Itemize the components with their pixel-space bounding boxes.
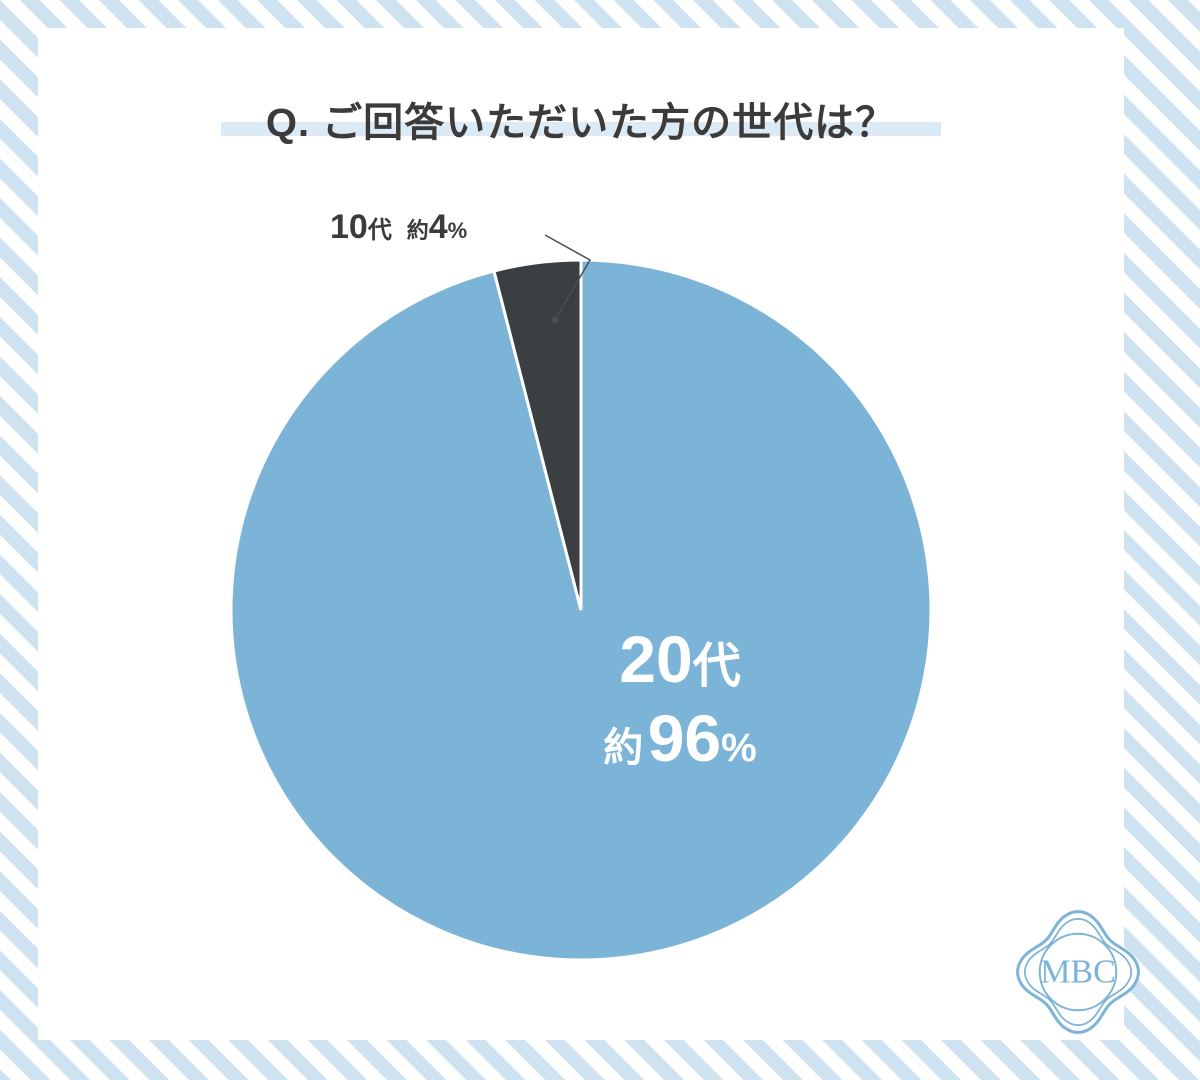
main-approx: 約 <box>603 726 643 770</box>
callout-pct-number: 4 <box>429 208 448 246</box>
main-pct-mark: % <box>721 726 757 770</box>
main-pct-number: 96 <box>648 701 721 775</box>
main-age-number: 20 <box>619 622 692 696</box>
callout-age-suffix: 代 <box>368 217 392 244</box>
callout-teens: 10代 約4% <box>330 208 467 247</box>
callout-pct-mark: % <box>448 218 468 243</box>
callout-leader-dot <box>552 317 559 324</box>
stage: Q. ご回答いただいた方の世代は？ 10代 約4% 20代 約 96% MBC <box>0 0 1200 1080</box>
callout-age-number: 10 <box>330 208 368 246</box>
main-slice-label: 20代 約 96% <box>603 620 756 778</box>
main-age-suffix: 代 <box>693 640 741 693</box>
brand-badge: MBC <box>992 886 1164 1058</box>
logo-text: MBC <box>1040 954 1116 991</box>
callout-approx: 約 <box>407 218 429 243</box>
